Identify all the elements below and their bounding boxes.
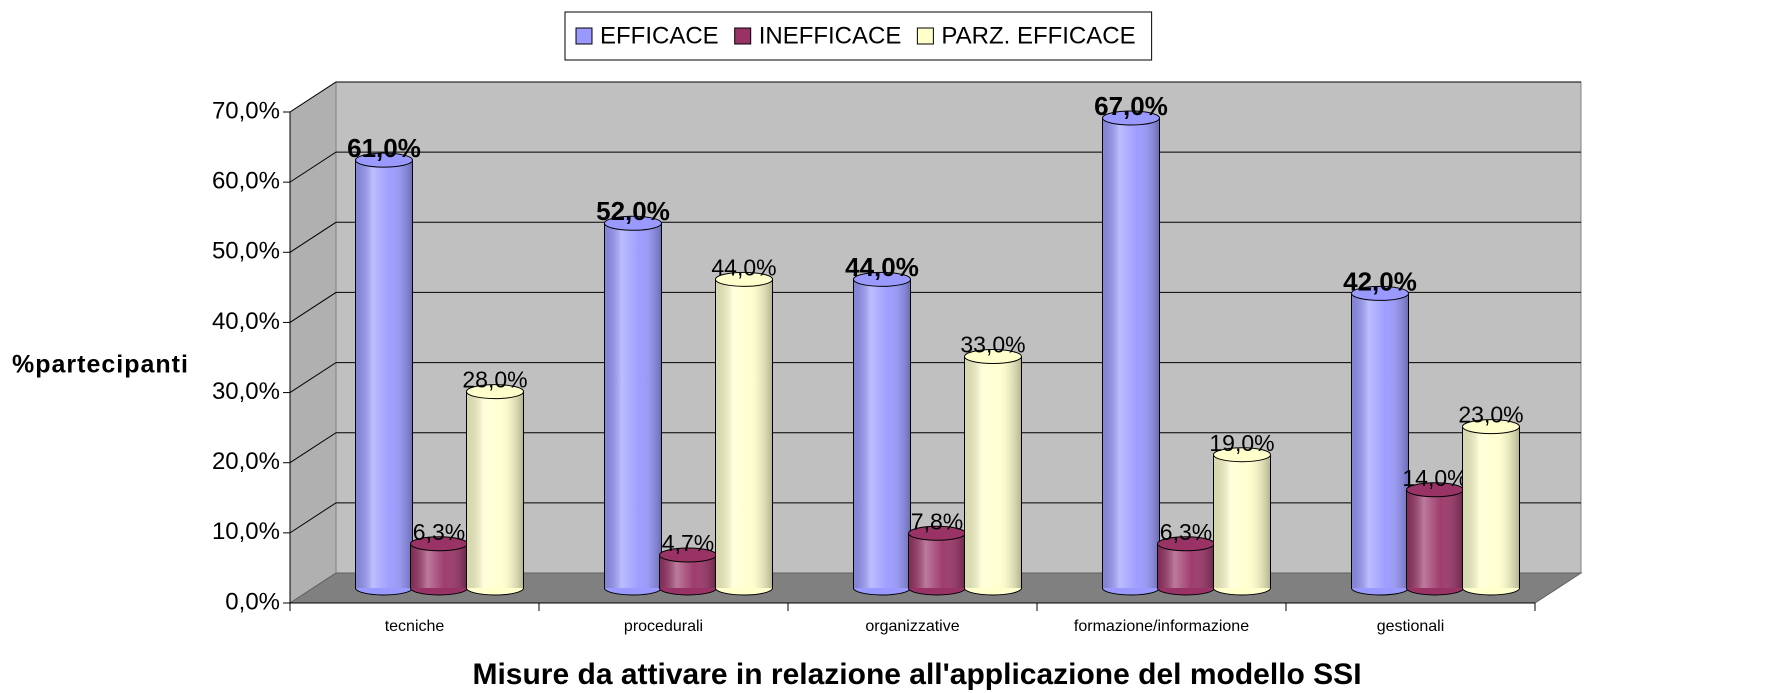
bar-shade bbox=[1462, 426, 1520, 588]
value-label: 7,8% bbox=[911, 508, 963, 534]
value-label: 67,0% bbox=[1094, 91, 1168, 121]
grid-line bbox=[289, 221, 1581, 253]
grid-line bbox=[289, 432, 1581, 464]
legend-swatch bbox=[916, 27, 934, 45]
bar-top bbox=[604, 215, 662, 231]
bar-top bbox=[853, 271, 911, 287]
bar-top bbox=[1213, 447, 1271, 463]
bar-shade bbox=[715, 279, 773, 588]
legend-label: PARZ. EFFICACE bbox=[941, 22, 1135, 49]
bar-shade bbox=[1213, 454, 1271, 588]
x-tick-label: formazione/informazione bbox=[1074, 618, 1249, 635]
bar-top bbox=[1462, 419, 1520, 435]
bar-top bbox=[355, 152, 413, 168]
bar bbox=[1406, 482, 1464, 596]
x-tick-label: organizzative bbox=[865, 618, 959, 635]
bar bbox=[964, 349, 1022, 596]
bar bbox=[466, 384, 524, 596]
bar-top bbox=[964, 349, 1022, 365]
legend-label: EFFICACE bbox=[600, 22, 719, 49]
legend-swatch bbox=[575, 27, 593, 45]
bar bbox=[1213, 447, 1271, 596]
y-tick-label: 50,0% bbox=[212, 238, 280, 265]
legend-box bbox=[564, 11, 1153, 61]
value-label: 23,0% bbox=[1458, 402, 1523, 428]
bar-shade bbox=[466, 391, 524, 588]
x-tick-label: procedurali bbox=[624, 618, 703, 635]
bar-shade bbox=[964, 356, 1022, 588]
bar-shade bbox=[1351, 293, 1409, 588]
value-label: 42,0% bbox=[1343, 266, 1417, 296]
bar bbox=[853, 271, 911, 596]
grid-line bbox=[289, 362, 1581, 393]
value-label: 33,0% bbox=[960, 332, 1025, 358]
bar bbox=[1351, 285, 1409, 596]
grid-line bbox=[289, 81, 1581, 113]
bar-top bbox=[466, 384, 524, 400]
bar-top bbox=[715, 271, 773, 287]
bar bbox=[715, 271, 773, 596]
bar-shade bbox=[1406, 489, 1464, 588]
bar-top bbox=[1351, 285, 1409, 301]
value-label: 19,0% bbox=[1209, 430, 1274, 456]
grid-line bbox=[289, 502, 1581, 534]
value-label: 4,7% bbox=[662, 530, 714, 556]
value-label: 14,0% bbox=[1402, 465, 1467, 491]
y-tick-label: 10,0% bbox=[212, 518, 280, 545]
bar-shade bbox=[604, 223, 662, 588]
value-label: 61,0% bbox=[347, 133, 421, 163]
bar bbox=[1157, 536, 1215, 596]
y-axis-label: %partecipanti bbox=[12, 351, 189, 379]
value-label: 52,0% bbox=[596, 196, 670, 226]
x-axis-label: Misure da attivare in relazione all'appl… bbox=[472, 658, 1361, 691]
y-tick-label: 20,0% bbox=[212, 448, 280, 475]
value-label: 44,0% bbox=[711, 254, 776, 280]
legend-label: INEFFICACE bbox=[759, 22, 902, 49]
value-label: 28,0% bbox=[462, 367, 527, 393]
legend-swatch bbox=[734, 27, 752, 45]
bar bbox=[604, 215, 662, 596]
grid-line bbox=[289, 151, 1581, 183]
y-tick-label: 0,0% bbox=[225, 588, 280, 615]
y-tick-label: 60,0% bbox=[212, 167, 280, 194]
bar-shade bbox=[1102, 118, 1160, 589]
bar-top bbox=[1102, 110, 1160, 126]
bar bbox=[659, 547, 717, 596]
x-tick-label: tecniche bbox=[385, 618, 445, 635]
bar-shade bbox=[908, 533, 966, 588]
grid-line bbox=[289, 291, 1581, 323]
bar bbox=[1102, 110, 1160, 596]
bar bbox=[355, 152, 413, 596]
x-tick-label: gestionali bbox=[1377, 618, 1445, 635]
side-wall bbox=[289, 81, 337, 604]
bar-shade bbox=[853, 279, 911, 588]
bar bbox=[908, 525, 966, 596]
y-tick-label: 40,0% bbox=[212, 308, 280, 335]
y-tick-label: 30,0% bbox=[212, 378, 280, 405]
bar-shade bbox=[355, 160, 413, 588]
bar bbox=[410, 536, 468, 596]
value-label: 6,3% bbox=[413, 519, 465, 545]
y-tick-label: 70,0% bbox=[212, 97, 280, 124]
value-label: 44,0% bbox=[845, 252, 919, 282]
value-label: 6,3% bbox=[1160, 519, 1212, 545]
bar bbox=[1462, 419, 1520, 596]
